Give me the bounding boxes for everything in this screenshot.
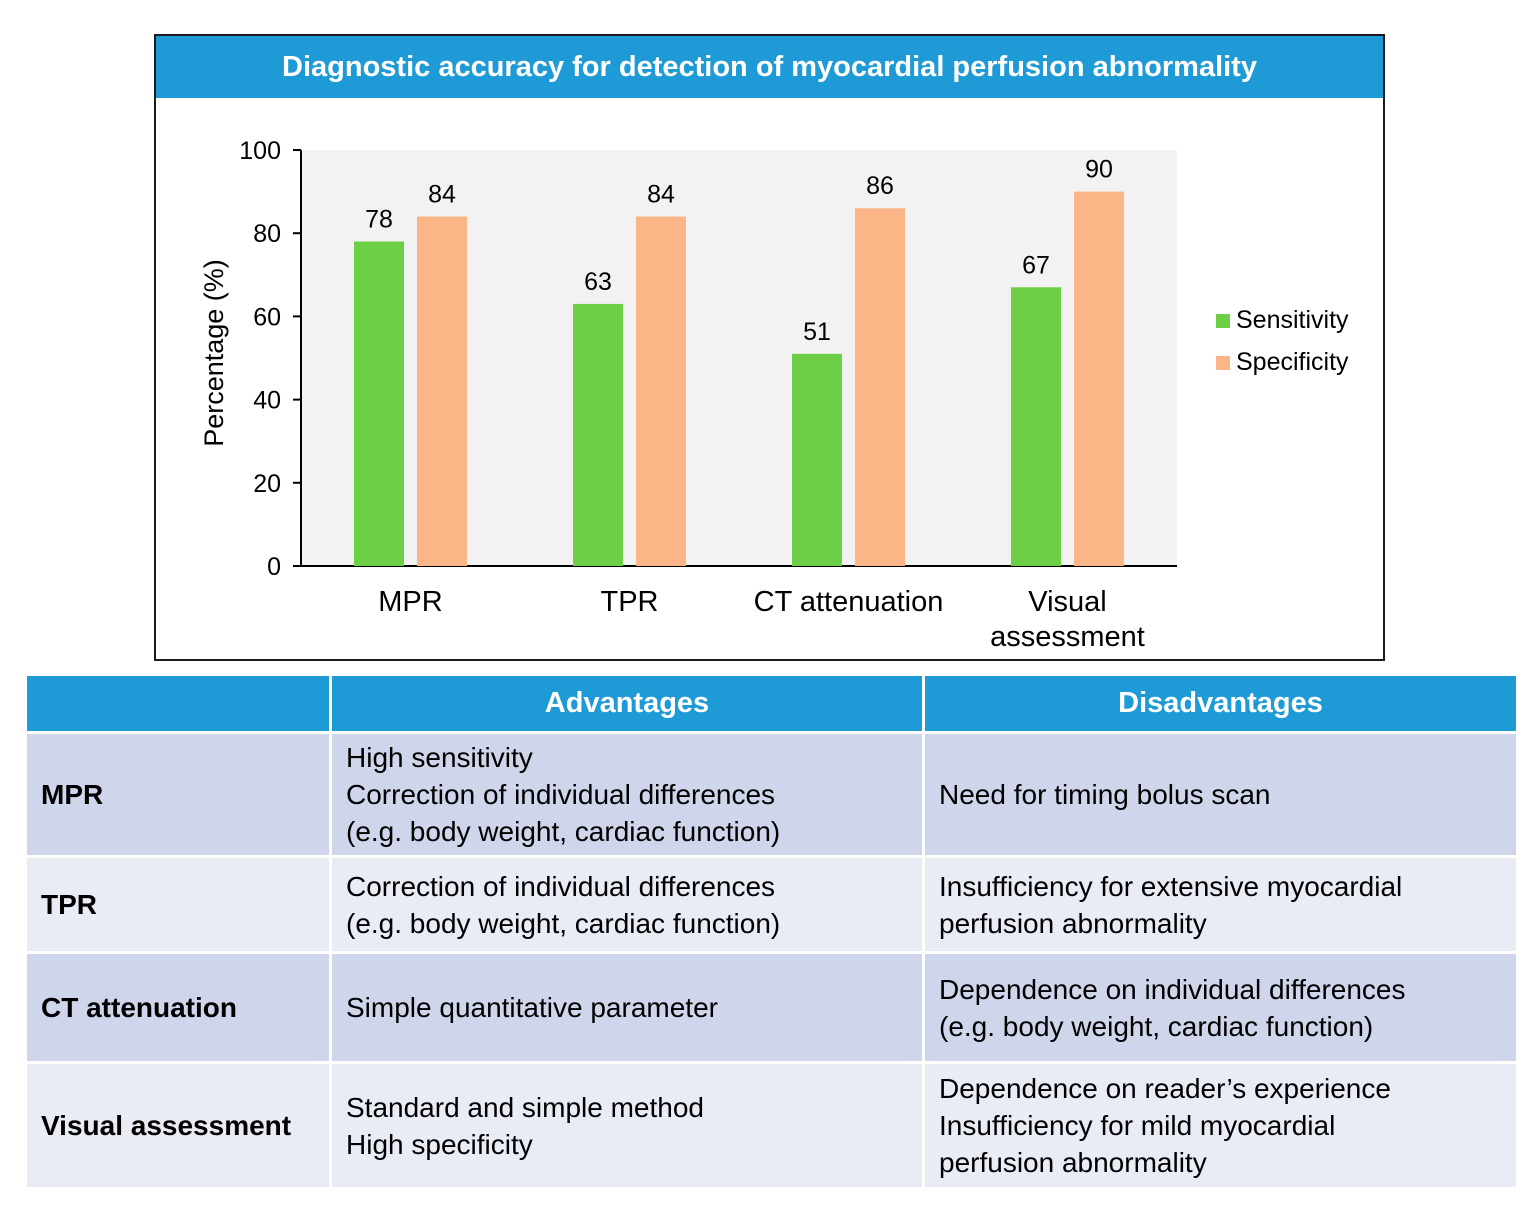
legend-label-sensitivity: Sensitivity: [1236, 306, 1349, 334]
x-tick-label: Visual assessment: [990, 586, 1145, 653]
legend-swatch-sensitivity: [1216, 314, 1230, 328]
advantages-line: (e.g. body weight, cardiac function): [346, 816, 781, 847]
bar-specificity: [417, 216, 467, 566]
table-row: Visual assessment Standard and simple met…: [24, 1061, 1519, 1190]
advantages-cell: Simple quantitative parameter: [329, 951, 925, 1064]
bar-sensitivity: [573, 303, 623, 566]
header-method: [24, 673, 332, 734]
bar-specificity: [855, 208, 905, 567]
table-row: TPR Correction of individual differences (…: [24, 855, 1519, 954]
bar-chart: 0 20 40 60 80 100 Percentage (%) 78 84 MPR 63 84 TPR…: [199, 137, 1349, 653]
advantages-line: High specificity: [346, 1128, 533, 1160]
legend-swatch-specificity: [1216, 356, 1230, 370]
disadvantages-line: perfusion abnormality: [939, 1147, 1207, 1178]
disadvantages-cell: Dependence on reader’s experience Insuffi…: [922, 1061, 1519, 1190]
disadvantages-cell: Insufficiency for extensive myocardial pe…: [922, 855, 1519, 954]
legend-label-specificity: Specificity: [1236, 348, 1349, 376]
disadvantages-line: Dependence on individual differences: [939, 973, 1406, 1005]
x-tick-label: TPR: [601, 586, 659, 618]
y-tick-label: 40: [253, 387, 281, 415]
data-label-sensitivity: 67: [1022, 251, 1050, 279]
advantages-line: (e.g. body weight, cardiac function): [346, 907, 781, 939]
disadvantages-line: Dependence on reader’s experience: [939, 1073, 1391, 1104]
advantages-line: Correction of individual differences: [346, 870, 776, 902]
chart-title: Diagnostic accuracy for detection of myo…: [156, 36, 1383, 98]
method-cell: MPR: [24, 731, 332, 858]
y-axis-label: Percentage (%): [199, 259, 229, 447]
data-label-specificity: 84: [647, 181, 675, 209]
advantages-line: Correction of individual differences: [346, 779, 776, 810]
disadvantages-cell: Need for timing bolus scan: [922, 731, 1519, 858]
disadvantages-line: Insufficiency for extensive myocardial: [939, 870, 1403, 902]
disadvantages-line: perfusion abnormality: [939, 907, 1207, 939]
table-row: MPR High sensitivity Correction of individ…: [24, 731, 1519, 858]
y-tick-label: 0: [267, 553, 281, 581]
y-tick-label: 100: [239, 137, 281, 165]
x-tick-label: MPR: [378, 586, 442, 618]
data-label-sensitivity: 51: [803, 318, 831, 346]
disadvantages-line: Insufficiency for mild myocardial: [939, 1110, 1336, 1141]
header-disadvantages: Disadvantages: [922, 673, 1519, 734]
table-header-row: Advantages Disadvantages: [24, 673, 1519, 734]
table-row: CT attenuation Simple quantitative parame…: [24, 951, 1519, 1064]
bar-sensitivity: [354, 241, 404, 566]
bar-sensitivity: [792, 353, 842, 566]
advantages-line: Standard and simple method: [346, 1091, 704, 1123]
data-label-sensitivity: 63: [584, 268, 612, 296]
method-cell: Visual assessment: [24, 1061, 332, 1190]
advantages-cell: Correction of individual differences (e.g…: [329, 855, 925, 954]
disadvantages-line: Need for timing bolus scan: [939, 779, 1271, 810]
data-label-specificity: 90: [1085, 156, 1113, 184]
x-tick-label: CT attenuation: [754, 586, 944, 618]
bar-specificity: [636, 216, 686, 566]
advantages-line: Simple quantitative parameter: [346, 992, 718, 1023]
disadvantages-line: (e.g. body weight, cardiac function): [939, 1010, 1374, 1042]
method-cell: CT attenuation: [24, 951, 332, 1064]
advantages-cell: High sensitivity Correction of individual…: [329, 731, 925, 858]
disadvantages-cell: Dependence on individual differences (e.g…: [922, 951, 1519, 1064]
y-tick-label: 60: [253, 303, 281, 331]
advantages-cell: Standard and simple method High specifici…: [329, 1061, 925, 1190]
data-label-specificity: 86: [866, 172, 894, 200]
y-tick-label: 80: [253, 220, 281, 248]
data-label-specificity: 84: [428, 181, 456, 209]
chart-panel: 0 20 40 60 80 100 Percentage (%) 78 84 MPR 63 84 TPR…: [154, 34, 1385, 661]
comparison-table: Advantages Disadvantages MPR High sensiti…: [24, 673, 1519, 1190]
advantages-line: High sensitivity: [346, 742, 533, 773]
method-cell: TPR: [24, 855, 332, 954]
data-label-sensitivity: 78: [365, 206, 393, 234]
header-advantages: Advantages: [329, 673, 925, 734]
bar-sensitivity: [1011, 287, 1061, 566]
y-tick-label: 20: [253, 470, 281, 498]
bar-specificity: [1074, 191, 1124, 566]
